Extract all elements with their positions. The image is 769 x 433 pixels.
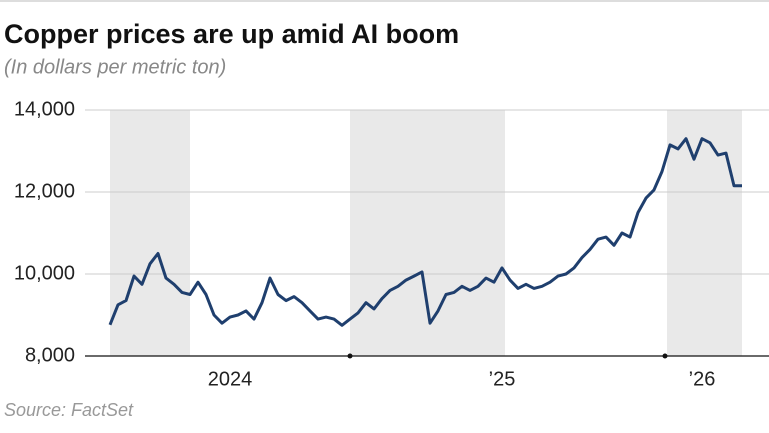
x-tick-label: ’25	[489, 368, 516, 390]
y-tick-label: 8,000	[25, 344, 75, 366]
price-line	[108, 137, 742, 327]
plot	[108, 137, 742, 327]
shade-band	[667, 110, 742, 356]
y-tick-label: 12,000	[14, 180, 75, 202]
year-divider	[662, 353, 668, 359]
x-tick-label: 2024	[208, 368, 253, 390]
shading	[110, 110, 742, 356]
shade-band	[350, 110, 505, 356]
x-tick-label: ’26	[689, 368, 716, 390]
source: Source: FactSet	[4, 400, 134, 420]
grid	[85, 109, 769, 357]
chart-title: Copper prices are up amid AI boom	[4, 19, 459, 49]
chart-subtitle: (In dollars per metric ton)	[4, 56, 226, 78]
y-tick-label: 14,000	[14, 98, 75, 120]
year-divider	[347, 353, 353, 359]
y-tick-label: 10,000	[14, 262, 75, 284]
shade-band	[110, 110, 190, 356]
